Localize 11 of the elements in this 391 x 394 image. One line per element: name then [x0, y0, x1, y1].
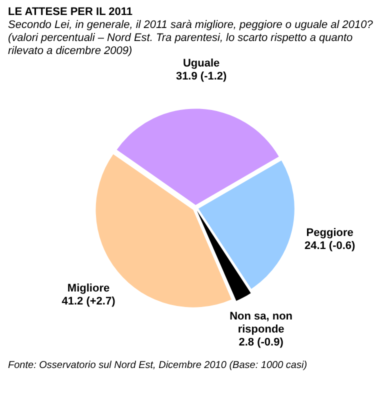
slice-label: Migliore — [67, 282, 110, 295]
chart-title: LE ATTESE PER IL 2011 — [8, 6, 134, 18]
slice-label: Peggiore — [306, 227, 354, 240]
data-label: 31.9 (-1.2) — [176, 70, 228, 83]
slice-label: Non sa, non risponde — [230, 310, 293, 336]
chart-subtitle: Secondo Lei, in generale, il 2011 sarà migliore, peggiore o uguale al 2010? (valori percentuali – Nord Est. Tra parentesi, lo scarto rispetto a quanto rilevato a dicembre 2009) — [8, 19, 374, 58]
source-note: Fonte: Osservatorio sul Nord Est, Dicembre 2010 (Base: 1000 casi) — [8, 360, 308, 371]
slice-label: Uguale — [182, 58, 220, 70]
data-label: 41.2 (+2.7) — [62, 296, 116, 308]
data-label: 2.8 (-0.9) — [238, 336, 284, 348]
data-label: 24.1 (-0.6) — [304, 240, 356, 252]
